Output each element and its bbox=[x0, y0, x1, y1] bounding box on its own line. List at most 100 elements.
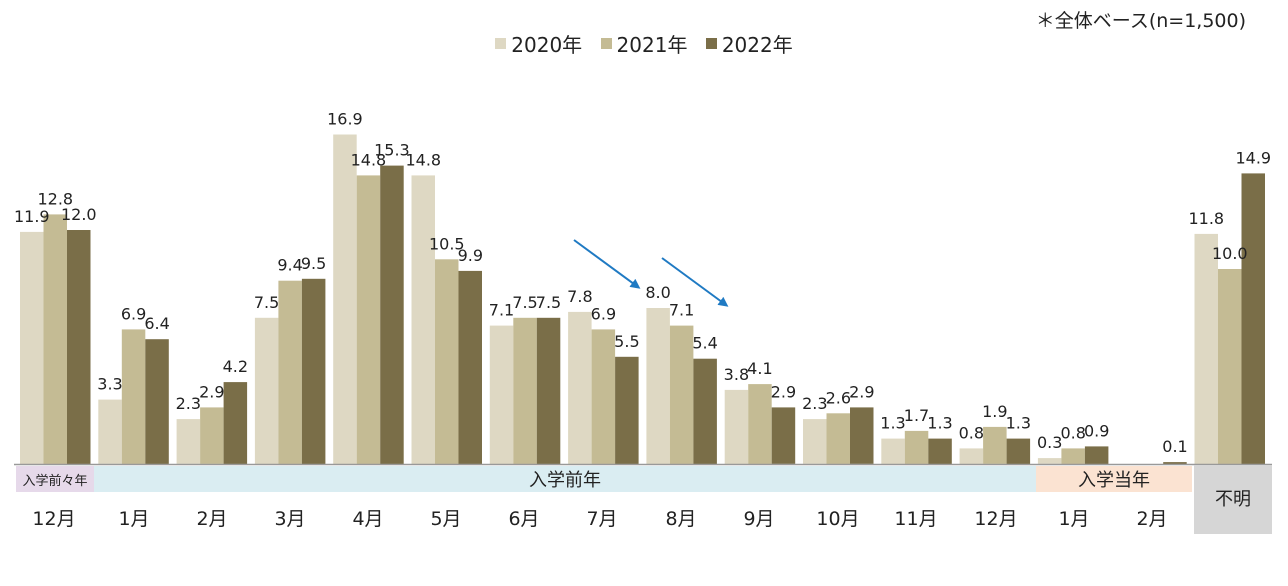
month-label-10: 10月 bbox=[816, 508, 860, 530]
value-label-9-series-2: 2.9 bbox=[771, 382, 796, 401]
month-label-0: 12月 bbox=[32, 508, 76, 530]
month-label-8: 8月 bbox=[665, 508, 697, 530]
bar-2-series-2 bbox=[223, 382, 248, 464]
value-label-13-series-0: 0.3 bbox=[1037, 433, 1062, 452]
value-label-15-series-2: 14.9 bbox=[1235, 148, 1271, 167]
bar-5-series-1 bbox=[435, 259, 459, 465]
bar-12-series-2 bbox=[1006, 438, 1031, 464]
bar-15-series-2 bbox=[1241, 173, 1265, 464]
value-labels-layer: 11.912.812.03.36.96.42.32.94.27.59.49.51… bbox=[14, 110, 1271, 457]
bar-9-series-2 bbox=[771, 407, 796, 464]
month-label-14: 2月 bbox=[1136, 508, 1168, 530]
bar-6-series-1 bbox=[513, 317, 537, 465]
month-label-9: 9月 bbox=[743, 508, 775, 530]
bar-13-series-2 bbox=[1084, 446, 1109, 464]
value-label-9-series-1: 4.1 bbox=[747, 359, 772, 378]
bar-0-series-1 bbox=[43, 214, 67, 464]
value-label-2-series-1: 2.9 bbox=[199, 382, 224, 401]
bar-12-series-1 bbox=[983, 426, 1007, 464]
value-label-12-series-1: 1.9 bbox=[982, 402, 1007, 421]
bar-4-series-1 bbox=[356, 175, 381, 464]
bar-9-series-1 bbox=[748, 384, 772, 464]
value-label-8-series-0: 8.0 bbox=[645, 283, 670, 302]
value-label-9-series-0: 3.8 bbox=[724, 365, 749, 384]
bar-6-series-0 bbox=[489, 325, 514, 464]
legend-label-2022: 2022年 bbox=[721, 33, 793, 57]
bar-1-series-1 bbox=[121, 329, 146, 464]
group-label-before-1-year: 入学前年 bbox=[529, 470, 601, 491]
bar-10-series-0 bbox=[803, 419, 827, 464]
value-label-10-series-0: 2.3 bbox=[802, 394, 827, 413]
value-label-15-series-0: 11.8 bbox=[1188, 209, 1224, 228]
value-label-4-series-2: 15.3 bbox=[374, 141, 410, 160]
value-label-13-series-1: 0.8 bbox=[1060, 423, 1085, 442]
value-label-8-series-1: 7.1 bbox=[669, 301, 694, 320]
month-label-7: 7月 bbox=[586, 508, 618, 530]
value-label-3-series-1: 9.4 bbox=[277, 256, 302, 275]
value-label-10-series-1: 2.6 bbox=[826, 388, 851, 407]
bar-3-series-2 bbox=[301, 278, 326, 465]
bar-3-series-0 bbox=[254, 317, 279, 465]
month-label-12: 12月 bbox=[974, 508, 1018, 530]
trend-arrow-2 bbox=[661, 257, 729, 307]
legend-swatch-2021 bbox=[600, 38, 612, 49]
value-label-15-series-1: 10.0 bbox=[1212, 244, 1248, 263]
value-label-5-series-0: 14.8 bbox=[405, 150, 441, 169]
bar-11-series-1 bbox=[904, 430, 929, 464]
legend-label-2021: 2021年 bbox=[616, 33, 688, 57]
value-label-7-series-2: 5.5 bbox=[614, 332, 639, 351]
value-label-1-series-2: 6.4 bbox=[144, 314, 169, 333]
value-label-5-series-1: 10.5 bbox=[429, 234, 465, 253]
value-label-7-series-0: 7.8 bbox=[567, 287, 592, 306]
bar-15-series-1 bbox=[1218, 269, 1242, 464]
month-label-5: 5月 bbox=[430, 508, 462, 530]
unknown-category-box: 不明 bbox=[1194, 465, 1272, 534]
value-label-0-series-0: 11.9 bbox=[14, 207, 50, 226]
group-band-before-2-years: 入学前々年 bbox=[16, 466, 94, 492]
bar-0-series-0 bbox=[20, 231, 44, 464]
value-label-13-series-2: 0.9 bbox=[1084, 421, 1109, 440]
month-label-6: 6月 bbox=[508, 508, 540, 530]
bar-11-series-2 bbox=[928, 438, 952, 464]
value-label-1-series-0: 3.3 bbox=[97, 375, 122, 394]
month-label-1: 1月 bbox=[118, 508, 150, 530]
month-label-13: 1月 bbox=[1058, 508, 1090, 530]
value-label-0-series-1: 12.8 bbox=[37, 189, 73, 208]
sample-note: ＊全体ベース(n=1,500) bbox=[1035, 10, 1246, 32]
value-label-14-series-2: 0.1 bbox=[1162, 437, 1187, 456]
legend-label-2020: 2020年 bbox=[511, 33, 583, 57]
bar-3-series-1 bbox=[278, 280, 302, 464]
bar-15-series-0 bbox=[1194, 233, 1218, 464]
bar-8-series-0 bbox=[646, 308, 670, 464]
value-label-5-series-2: 9.9 bbox=[458, 246, 483, 265]
value-label-10-series-2: 2.9 bbox=[849, 382, 874, 401]
legend-item-2022: 2022年 bbox=[705, 29, 793, 58]
trend-arrow-1 bbox=[573, 239, 641, 289]
legend-item-2020: 2020年 bbox=[495, 29, 582, 58]
bar-7-series-1 bbox=[591, 329, 616, 464]
group-label-before-2-years: 入学前々年 bbox=[22, 473, 88, 489]
value-label-6-series-2: 7.5 bbox=[536, 293, 561, 312]
value-label-2-series-0: 2.3 bbox=[176, 394, 201, 413]
bar-4-series-2 bbox=[380, 165, 404, 464]
value-label-3-series-2: 9.5 bbox=[301, 254, 326, 273]
bar-7-series-2 bbox=[615, 356, 639, 465]
bar-4-series-0 bbox=[333, 134, 357, 464]
bar-1-series-2 bbox=[145, 339, 169, 464]
value-label-8-series-2: 5.4 bbox=[692, 334, 717, 353]
value-label-1-series-1: 6.9 bbox=[121, 304, 146, 323]
bar-6-series-2 bbox=[536, 317, 561, 465]
value-label-2-series-2: 4.2 bbox=[223, 357, 248, 376]
bar-11-series-0 bbox=[881, 438, 905, 464]
value-label-12-series-2: 1.3 bbox=[1006, 414, 1031, 433]
legend-item-2021: 2021年 bbox=[600, 29, 688, 58]
value-label-0-series-2: 12.0 bbox=[61, 205, 97, 224]
value-label-11-series-0: 1.3 bbox=[880, 414, 905, 433]
month-label-11: 11月 bbox=[894, 508, 938, 530]
bar-8-series-2 bbox=[693, 358, 717, 464]
month-label-3: 3月 bbox=[274, 508, 306, 530]
bar-13-series-0 bbox=[1037, 458, 1062, 464]
month-label-2: 2月 bbox=[196, 508, 228, 530]
value-label-12-series-0: 0.8 bbox=[959, 423, 984, 442]
